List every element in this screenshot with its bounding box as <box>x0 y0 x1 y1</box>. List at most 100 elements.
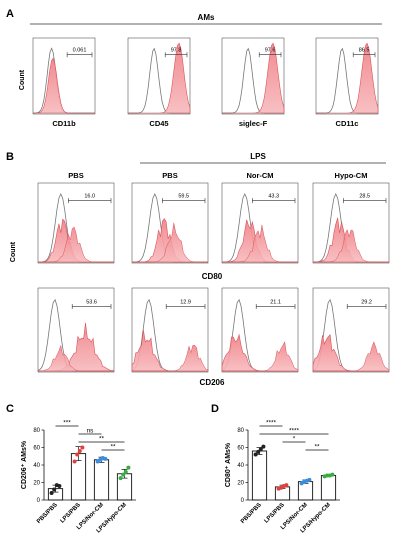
panel-a-histogram-1: 97.8 <box>127 37 191 115</box>
panel-a-marker-label: CD45 <box>149 119 168 128</box>
panel-a-gate-value: 97.6 <box>265 48 276 54</box>
panel-b-row1-gate-value: 28.5 <box>359 194 370 200</box>
panel-c-significance-label: ns <box>87 428 95 435</box>
panel-a-frame <box>32 37 96 115</box>
panel-b-row1-marker: CD80 <box>202 272 223 281</box>
panel-b-row1-histogram-2: 43.3 <box>221 182 299 264</box>
panel-b-row2-sample-curve-2 <box>222 340 299 372</box>
panel-a-histograms: 0.061 CD11b 97.8 CD45 97.6 siglec-F 86.5 CD11c <box>32 37 379 128</box>
panel-b-row2-histogram-3: 29.2 <box>312 287 390 373</box>
panel-b-row2-sample-curve-2 <box>132 344 209 372</box>
panel-d-y-tick-label: 60 <box>237 446 244 452</box>
panel-d-x-tick-label: LPS/PBS <box>264 502 286 524</box>
panel-b-histograms: PBS PBS Nor-CM Hypo-CM 16.0 59.5 43.3 28.5 53.6 1… <box>37 171 390 373</box>
panel-c-significance-label: ** <box>99 436 105 443</box>
panel-c-bar-LPS/Nor-CM <box>93 459 110 501</box>
panel-b-row2-frame <box>37 287 115 373</box>
panel-b-letter: B <box>6 151 14 163</box>
panel-c-letter: C <box>6 403 14 415</box>
panel-b-row1-sample-curve-2 <box>222 224 298 263</box>
panel-c-y-tick-label: 20 <box>33 481 40 487</box>
panel-a-letter: A <box>6 8 14 20</box>
panel-c-data-point <box>49 491 54 495</box>
panel-c-data-point <box>80 445 85 450</box>
panel-c-data-point <box>118 476 123 481</box>
panel-b-row1-sample-curve-2 <box>313 228 389 263</box>
panel-c-significance-label: *** <box>63 420 71 427</box>
panel-b-row2-histogram-0: 53.6 <box>37 287 115 373</box>
panel-a-sample-curve <box>316 42 379 114</box>
panel-b-ylabel: Count <box>10 241 17 262</box>
panel-a-marker-label: CD11c <box>336 119 359 128</box>
panel-b-row2-frame <box>221 287 299 373</box>
panel-d-y-tick-label: 0 <box>241 498 245 504</box>
panel-b-row2-gate-value: 53.6 <box>86 299 97 305</box>
panel-c-y-tick-label: 0 <box>37 498 41 504</box>
panel-c-y-tick-label: 60 <box>33 446 40 452</box>
panel-d-data-point <box>261 444 266 449</box>
panel-d-y-tick-label: 40 <box>237 463 244 469</box>
panel-b-row2-gate-value: 29.2 <box>361 299 372 305</box>
panel-b-row1-frame <box>131 182 209 264</box>
panel-c-y-label: CD206⁺ AMs% <box>21 440 28 489</box>
panel-c-data-point <box>75 452 80 457</box>
panel-d-data-point <box>258 447 263 452</box>
panel-b-row1-sample-curve-2 <box>132 222 208 263</box>
panel-b-row1-histogram-1: 59.5 <box>131 182 209 264</box>
panel-a-marker-label: siglec-F <box>239 119 268 128</box>
panel-c-data-point <box>103 456 108 461</box>
panel-c-x-tick-label: PBS/PBS <box>36 502 59 525</box>
panel-a-group-label: AMs <box>198 13 215 22</box>
panel-d-bar-PBS/PBS <box>251 450 268 501</box>
panel-a-frame <box>221 37 285 115</box>
panel-a-ylabel: Count <box>19 69 26 90</box>
panel-b-row1-frame <box>221 182 299 264</box>
panel-a-gate-value: 0.061 <box>73 48 87 54</box>
panel-c-x-tick-label: LPS/PBS <box>60 502 82 524</box>
panel-b-lps-label: LPS <box>250 152 266 161</box>
panel-d-bar-LPS/Hypo-CM <box>320 475 337 501</box>
panel-d-significance-label: ** <box>314 444 320 451</box>
panel-c-data-point <box>126 465 131 470</box>
panel-a-sample-curve <box>33 57 95 114</box>
panel-b-row1-gate-value: 43.3 <box>268 194 279 200</box>
panel-d-y-tick-label: 20 <box>237 481 244 487</box>
panel-a-sample-curve <box>222 42 285 114</box>
panel-a-gate-value: 97.8 <box>171 48 182 54</box>
panel-b-row2-sample-curve-2 <box>37 344 114 372</box>
panel-b-row1-histogram-0: 16.0 <box>37 182 115 264</box>
panel-b-row1-histogram-3: 28.5 <box>312 182 390 264</box>
panel-c-data-point <box>57 484 62 488</box>
panel-c-significance-label: ** <box>110 444 116 451</box>
panel-b-row2-gate-value: 21.1 <box>270 299 281 305</box>
panel-b-row1-frame <box>312 182 390 264</box>
panel-d-data-point <box>253 452 258 457</box>
panel-d-y-tick-label: 80 <box>237 428 244 434</box>
panel-d-significance-label: **** <box>289 428 300 435</box>
panel-a-marker-label: CD11b <box>52 119 76 128</box>
panel-d-y-label: CD80⁺ AMs% <box>225 442 232 487</box>
panel-b-row2-histogram-1: 12.9 <box>131 287 209 373</box>
panel-c-data-point <box>72 459 77 464</box>
panel-a-control-curve <box>33 47 95 114</box>
panel-a-histogram-2: 97.6 <box>221 37 285 115</box>
panel-b-row1-sample-curve-2 <box>38 226 114 263</box>
panel-b-row1-gate-value: 16.0 <box>84 194 95 200</box>
panel-c-data-point <box>52 487 57 492</box>
panel-b-row2-histogram-2: 21.1 <box>221 287 299 373</box>
panel-d-significance-label: * <box>293 436 296 443</box>
panel-b-row1-gate-value: 59.5 <box>178 194 189 200</box>
panel-b-column-title: PBS <box>68 171 83 180</box>
panel-b-row2-frame <box>312 287 390 373</box>
panel-a-frame <box>315 37 379 115</box>
panel-c-y-tick-label: 80 <box>33 428 40 434</box>
panel-d-significance-label: **** <box>266 420 277 427</box>
panel-d-data-point <box>284 483 289 488</box>
panel-b-column-title: Hypo-CM <box>335 171 368 180</box>
panel-c-data-point <box>77 449 82 453</box>
panel-d-x-tick-label: PBS/PBS <box>240 502 263 525</box>
panel-d-letter: D <box>211 403 219 415</box>
